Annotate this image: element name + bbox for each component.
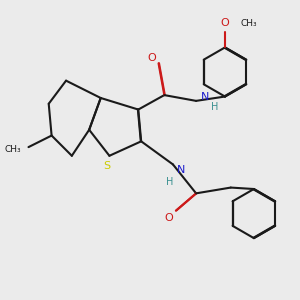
Text: N: N	[177, 165, 186, 175]
Text: CH₃: CH₃	[241, 19, 257, 28]
Text: N: N	[200, 92, 209, 101]
Text: H: H	[167, 177, 174, 187]
Text: S: S	[103, 161, 110, 171]
Text: O: O	[164, 213, 173, 223]
Text: CH₃: CH₃	[4, 146, 21, 154]
Text: H: H	[211, 102, 218, 112]
Text: O: O	[147, 52, 156, 62]
Text: O: O	[220, 18, 230, 28]
